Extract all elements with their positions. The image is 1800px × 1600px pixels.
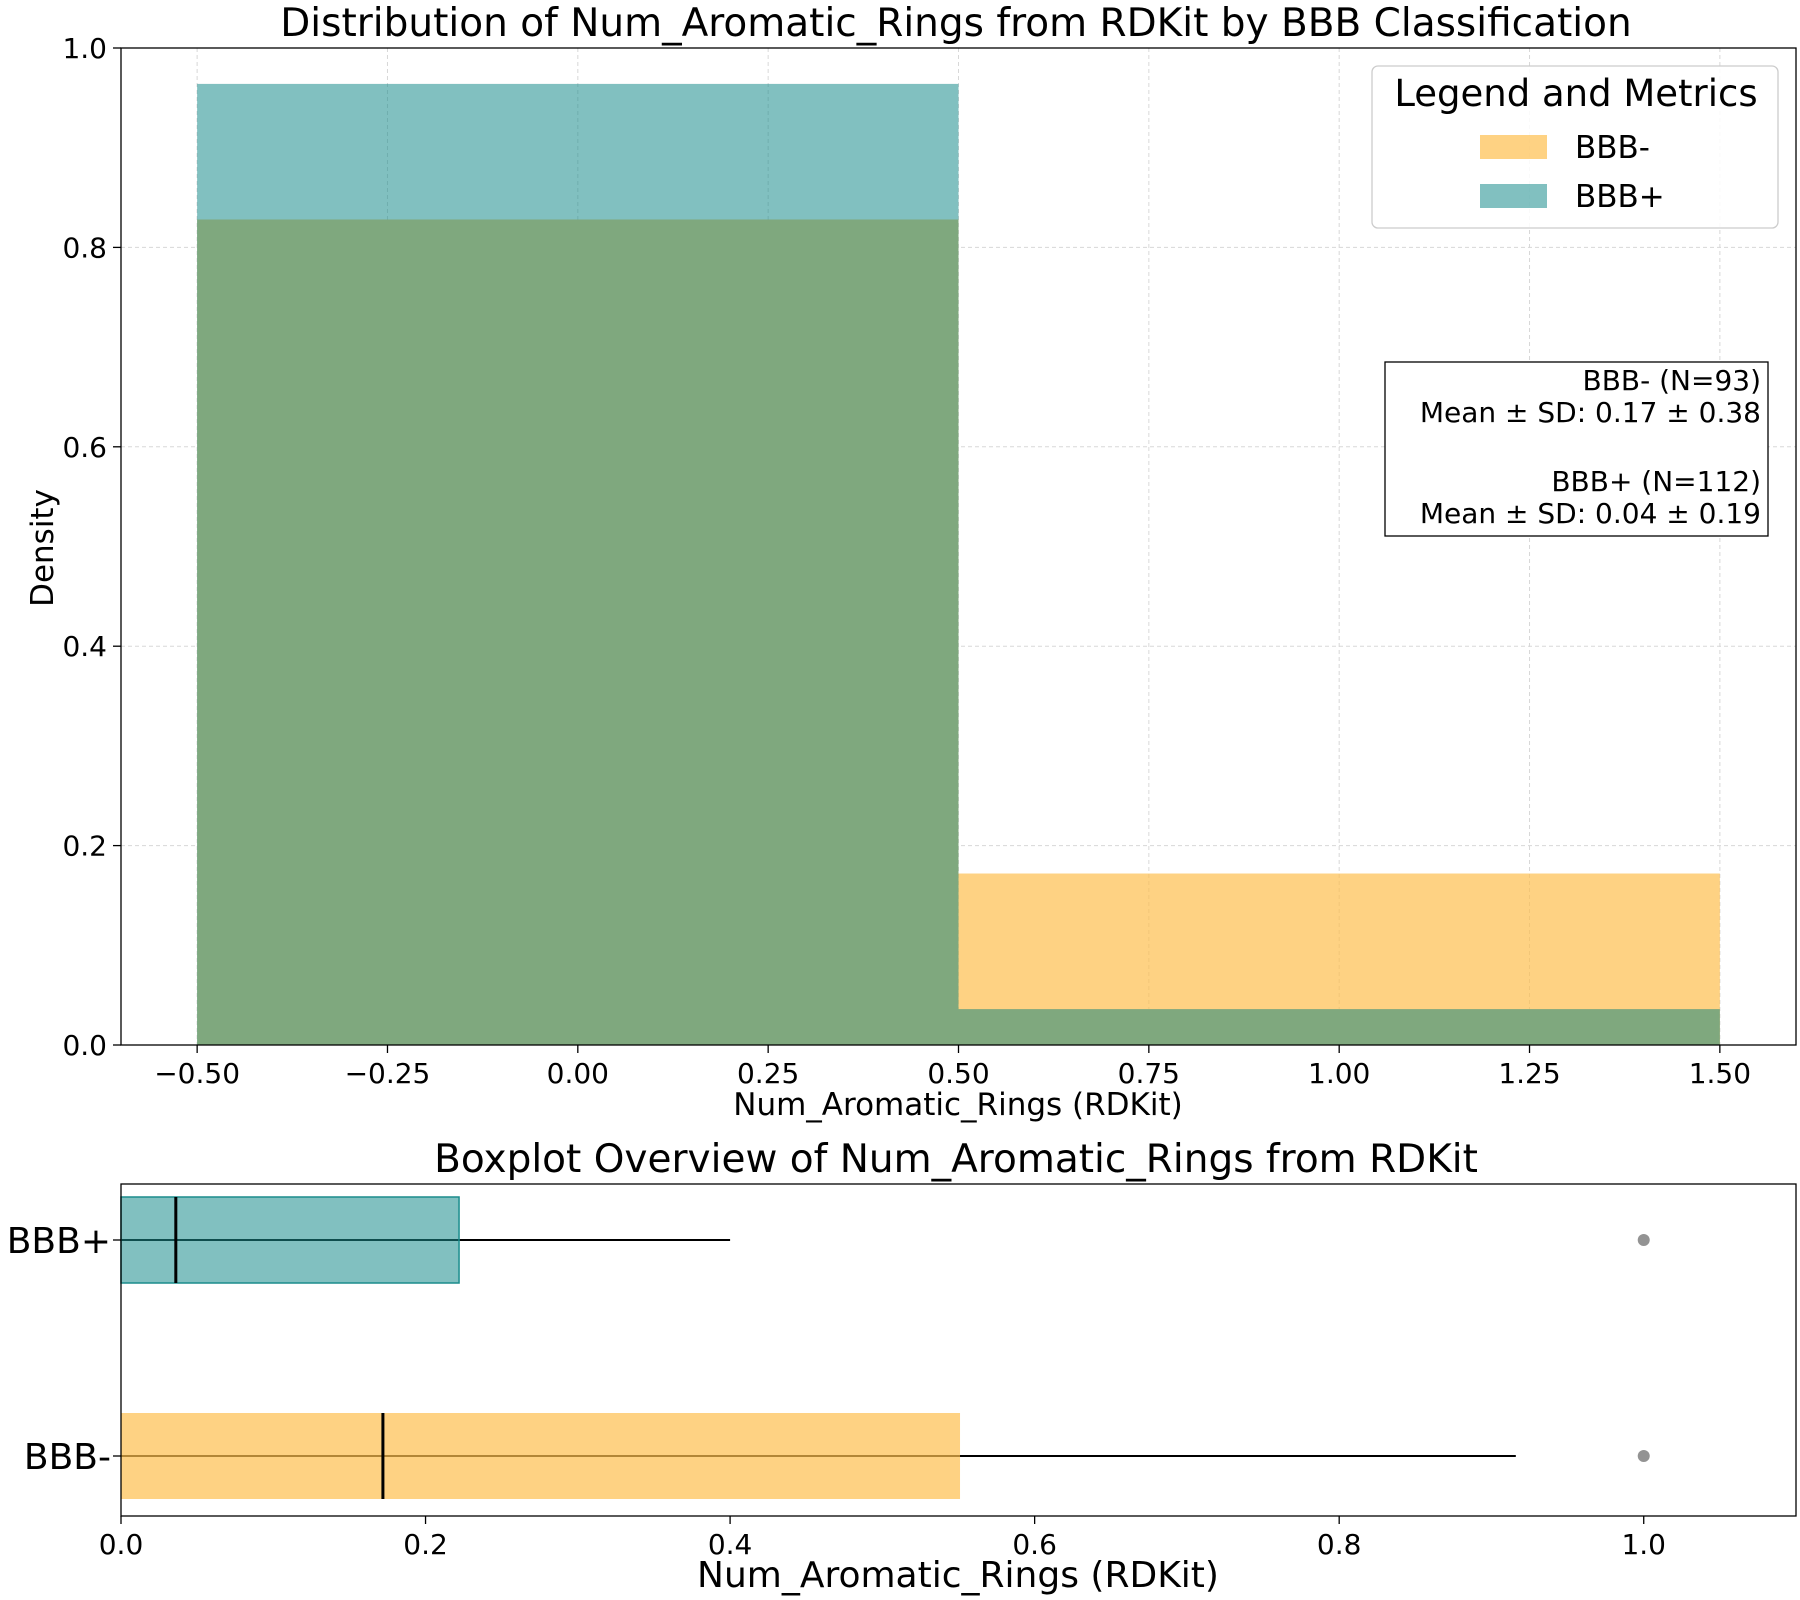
y-tick-label: 0.8 — [62, 231, 107, 264]
metrics-line: BBB+ (N=112) — [1551, 465, 1761, 498]
histogram-title: Distribution of Num_Aromatic_Rings from … — [280, 1, 1631, 46]
x-tick-label: 0.8 — [1317, 1528, 1362, 1561]
x-tick-label: −0.50 — [154, 1057, 240, 1090]
boxplot-outlier-bbb-minus — [1637, 1450, 1650, 1462]
metrics-box-frame — [1384, 361, 1769, 537]
legend: Legend and Metrics BBB- BBB+ — [1371, 65, 1779, 229]
x-tick-label: 1.00 — [1308, 1057, 1370, 1090]
legend-label-bbb-minus: BBB- — [1575, 130, 1650, 166]
legend-label-bbb-plus: BBB+ — [1575, 179, 1665, 215]
legend-frame — [1371, 65, 1779, 229]
x-tick-label: 0.4 — [708, 1528, 753, 1561]
y-tick-label: 0.4 — [62, 630, 107, 663]
histogram-bars — [197, 83, 1720, 1046]
y-tick-label: BBB- — [24, 1437, 111, 1478]
x-tick-label: 0.6 — [1012, 1528, 1057, 1561]
legend-swatch-bbb-plus — [1480, 184, 1547, 208]
x-tick-label: 1.25 — [1498, 1057, 1560, 1090]
x-tick-label: 1.50 — [1689, 1057, 1751, 1090]
boxplot-x-ticks: 0.0 0.2 0.4 0.6 0.8 1.0 — [99, 1516, 1666, 1561]
y-tick-label: 1.0 — [62, 32, 107, 65]
x-tick-label: 0.50 — [927, 1057, 989, 1090]
boxplot-panel: Boxplot Overview of Num_Aromatic_Rings f… — [7, 1137, 1797, 1596]
boxplot-x-axis-label: Num_Aromatic_Rings (RDKit) — [697, 1555, 1219, 1596]
x-tick-label: 0.25 — [737, 1057, 799, 1090]
x-tick-label: 0.75 — [1118, 1057, 1180, 1090]
legend-swatch-bbb-minus — [1480, 135, 1547, 159]
histogram-x-ticks: −0.50 −0.25 0.00 0.25 0.50 0.75 1.00 1.25 1.50 — [154, 1045, 1751, 1090]
metrics-line: Mean ± SD: 0.04 ± 0.19 — [1420, 497, 1761, 530]
histogram-y-axis-label: Density — [25, 489, 61, 607]
histogram-bar-overlap — [958, 1009, 1720, 1045]
boxplot-title: Boxplot Overview of Num_Aromatic_Rings f… — [434, 1137, 1478, 1182]
metrics-line: Mean ± SD: 0.17 ± 0.38 — [1420, 396, 1761, 429]
x-tick-label: 1.0 — [1621, 1528, 1666, 1561]
boxplot-outlier-bbb-plus — [1637, 1234, 1650, 1246]
x-tick-label: −0.25 — [345, 1057, 431, 1090]
y-tick-label: BBB+ — [7, 1221, 111, 1262]
y-tick-label: 0.2 — [62, 830, 107, 863]
histogram-y-ticks: 0.0 0.2 0.4 0.6 0.8 1.0 — [62, 32, 121, 1062]
y-tick-label: 0.6 — [62, 431, 107, 464]
legend-title: Legend and Metrics — [1394, 72, 1757, 115]
histogram-panel: Distribution of Num_Aromatic_Rings from … — [25, 1, 1797, 1123]
x-tick-label: 0.00 — [547, 1057, 609, 1090]
histogram-x-axis-label: Num_Aromatic_Rings (RDKit) — [733, 1087, 1182, 1123]
x-tick-label: 0.0 — [99, 1528, 144, 1561]
boxplot-axes-frame — [120, 1183, 1797, 1517]
x-tick-label: 0.2 — [403, 1528, 448, 1561]
metrics-box: BBB- (N=93) Mean ± SD: 0.17 ± 0.38 BBB+ … — [1384, 361, 1769, 537]
histogram-bar-overlap — [197, 219, 959, 1045]
boxplot-box-bbb-plus — [120, 1196, 460, 1284]
boxplot-box-bbb-minus — [121, 1413, 961, 1499]
boxplot-y-ticks: BBB+ BBB- — [7, 1221, 121, 1478]
boxplot-marks — [120, 1196, 1650, 1499]
metrics-line: BBB- (N=93) — [1582, 364, 1761, 397]
y-tick-label: 0.0 — [62, 1029, 107, 1062]
